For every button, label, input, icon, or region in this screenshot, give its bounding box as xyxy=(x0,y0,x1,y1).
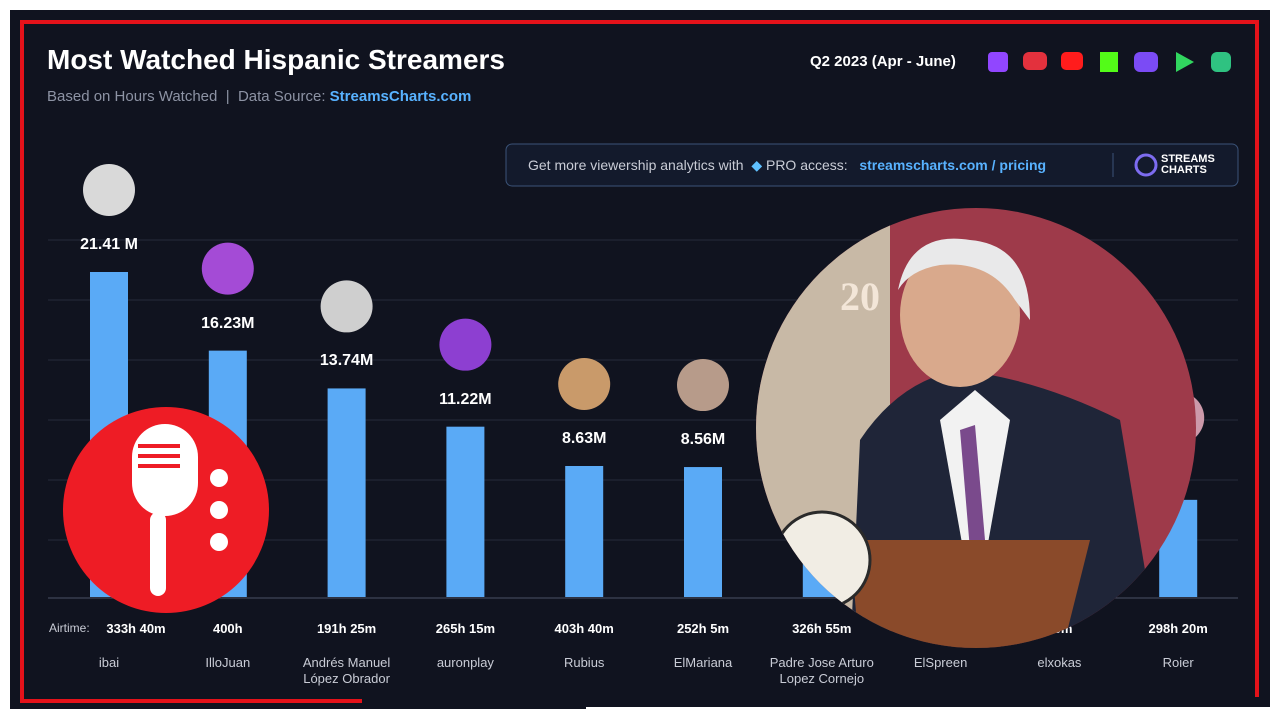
bar xyxy=(446,426,485,597)
title: Most Watched Hispanic Streamers xyxy=(47,44,505,75)
avatar xyxy=(558,357,611,410)
source-link[interactable]: StreamsCharts.com xyxy=(329,88,472,105)
avatar xyxy=(83,163,135,216)
x-tick-label: Andrés Manuel López Obrador xyxy=(302,655,391,686)
photo: 20 xyxy=(756,208,1196,648)
airtime: 400h xyxy=(212,621,243,636)
subtitle-text: Based on Hours Watched xyxy=(47,88,218,105)
hair xyxy=(898,238,1030,320)
face xyxy=(900,243,1020,387)
podium xyxy=(850,540,1090,648)
x-tick-label: Roier xyxy=(1162,655,1194,670)
icon xyxy=(1176,52,1194,72)
value-label: 8.56M xyxy=(680,431,726,449)
airtime: 252h 5m xyxy=(676,621,730,636)
x-tick-label: IlloJuan xyxy=(205,655,251,670)
x-tick-label: ElMariana xyxy=(673,655,733,670)
value-label: 21.41 M xyxy=(80,235,138,253)
frame-red xyxy=(20,20,1259,703)
logo-text: STREAMS xyxy=(1161,153,1215,165)
promo-box xyxy=(505,143,1239,187)
avatar xyxy=(439,318,492,371)
promo-text: Get more viewership analytics with ◆ PRO… xyxy=(528,157,1047,173)
logo-text: CHARTS xyxy=(1161,164,1207,176)
icon xyxy=(1023,52,1047,70)
logo-icon xyxy=(1134,153,1158,177)
icon xyxy=(1134,52,1158,72)
airtime: 191h 25m xyxy=(316,621,377,636)
avatar xyxy=(677,359,729,412)
value-label: 11.22M xyxy=(439,390,492,408)
airtime: 298h 20m xyxy=(1148,621,1208,636)
value-label: 13.74M xyxy=(319,352,374,370)
seal xyxy=(772,510,872,610)
value-label: 8.63M xyxy=(561,429,607,447)
icon xyxy=(1100,52,1118,72)
promo-lead: Get more viewership analytics with xyxy=(528,157,744,173)
airtime: 265h 15m xyxy=(435,621,496,636)
promo-pro: PRO access: xyxy=(765,157,848,173)
period: Q2 2023 (Apr - June) xyxy=(810,53,956,70)
mic-stand xyxy=(150,512,166,596)
tie xyxy=(960,425,985,550)
mic-head xyxy=(132,424,198,516)
promo-link[interactable]: streamscharts.com / pricing xyxy=(859,157,1047,173)
x-tick-label: elxokas xyxy=(1037,655,1082,670)
source-label: Data Source: xyxy=(237,88,326,105)
bar xyxy=(684,467,722,597)
photo-sign: 20 xyxy=(840,274,880,319)
platform-icons xyxy=(988,52,1231,72)
x-tick-label: Rubius xyxy=(563,655,605,670)
airtime: 333h 40m xyxy=(106,621,166,636)
bar xyxy=(327,388,366,597)
dot xyxy=(210,533,228,551)
dot xyxy=(210,469,228,487)
x-tick-label: auronplay xyxy=(436,655,494,670)
avatar xyxy=(320,280,373,333)
dot xyxy=(210,501,228,519)
icon xyxy=(1211,52,1231,72)
x-tick-label: ibai xyxy=(98,655,120,670)
x-tick-label: Padre Jose Arturo Lopez Cornejo xyxy=(769,655,874,686)
airtime: 403h 40m xyxy=(554,621,614,636)
avatar xyxy=(201,242,254,295)
logo: STREAMS CHARTS xyxy=(1161,154,1215,176)
value-label: 16.23M xyxy=(201,314,255,332)
bar xyxy=(565,465,604,597)
icon xyxy=(988,52,1008,72)
subtitle: Based on Hours Watched | Data Source: St… xyxy=(47,88,472,105)
airtime-label: Airtime: xyxy=(49,621,90,635)
airtime: 326h 55m xyxy=(792,621,852,636)
x-tick-label: ElSpreen xyxy=(913,655,968,670)
icon xyxy=(1061,52,1083,70)
